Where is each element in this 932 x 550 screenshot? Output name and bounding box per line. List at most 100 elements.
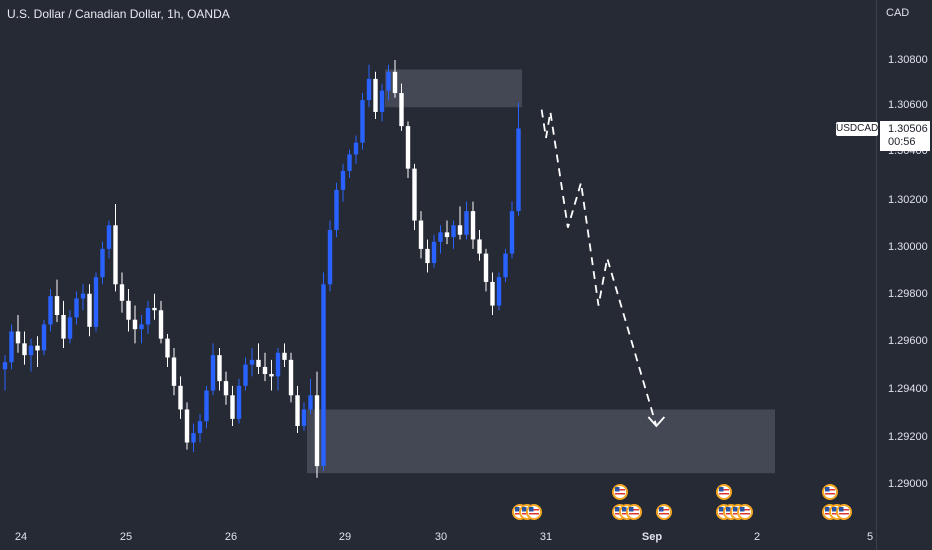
flag-stripe bbox=[615, 493, 625, 495]
flag-stripe bbox=[529, 513, 539, 515]
usd-event-icon bbox=[626, 504, 642, 520]
time-tick: 29 bbox=[338, 531, 352, 543]
time-tick: 5 bbox=[866, 531, 874, 543]
flag-stripe bbox=[740, 509, 750, 511]
candle bbox=[249, 348, 255, 377]
candle bbox=[496, 272, 502, 311]
candle-body bbox=[269, 374, 274, 377]
projection-layer bbox=[540, 109, 666, 428]
candle bbox=[22, 331, 27, 365]
candle bbox=[503, 248, 508, 282]
event-markers-layer bbox=[512, 484, 852, 520]
candle bbox=[386, 64, 391, 101]
candle-body bbox=[470, 211, 476, 240]
candle-body bbox=[119, 284, 125, 301]
candle bbox=[509, 201, 515, 259]
candle bbox=[308, 378, 313, 415]
candle-body bbox=[249, 359, 255, 365]
candle bbox=[2, 355, 8, 391]
candle-body bbox=[444, 232, 450, 238]
time-tick: 26 bbox=[224, 531, 238, 543]
candle bbox=[87, 284, 92, 337]
candle bbox=[399, 83, 404, 131]
candle bbox=[451, 220, 456, 249]
candle bbox=[158, 300, 164, 344]
usd-event-icon bbox=[716, 484, 732, 500]
flag-canton bbox=[615, 487, 620, 492]
flag-canton bbox=[515, 507, 520, 512]
candle-body bbox=[295, 395, 300, 426]
flag-stripe bbox=[615, 489, 625, 491]
time-tick: 31 bbox=[539, 531, 553, 543]
candle bbox=[464, 201, 469, 240]
candle bbox=[366, 64, 372, 108]
flag-stripe bbox=[719, 489, 729, 491]
candle bbox=[392, 60, 398, 98]
candle-body bbox=[379, 90, 385, 112]
candle bbox=[418, 211, 424, 259]
candle bbox=[347, 149, 352, 179]
candle-body bbox=[126, 300, 131, 320]
price-axis[interactable] bbox=[876, 0, 932, 550]
candle bbox=[431, 234, 437, 268]
candle-body bbox=[2, 362, 8, 370]
flag-canton bbox=[719, 487, 724, 492]
candle bbox=[119, 272, 125, 313]
candle-body bbox=[405, 126, 411, 169]
candle-body bbox=[321, 284, 326, 467]
usd-event-icon bbox=[737, 504, 753, 520]
time-tick: 25 bbox=[119, 531, 133, 543]
candle-body bbox=[243, 364, 248, 386]
candle bbox=[217, 348, 222, 391]
flag-canton bbox=[740, 507, 745, 512]
flag-canton bbox=[733, 507, 738, 512]
flag-canton bbox=[825, 487, 830, 492]
flag-stripe bbox=[825, 489, 835, 491]
price-tick: 1.29800 bbox=[888, 288, 928, 300]
price-tick: 1.29000 bbox=[888, 478, 928, 490]
candle-body bbox=[457, 225, 463, 235]
candle bbox=[256, 343, 261, 375]
currency-label: CAD bbox=[886, 7, 910, 19]
candle bbox=[457, 206, 463, 240]
candle bbox=[282, 343, 287, 367]
candle bbox=[165, 333, 170, 367]
candle-body bbox=[139, 324, 144, 330]
candle-body bbox=[451, 225, 456, 238]
candle-body bbox=[106, 225, 112, 249]
flag-canton bbox=[622, 507, 627, 512]
price-tick: 1.30600 bbox=[888, 99, 928, 111]
candle-body bbox=[503, 253, 508, 278]
flag-canton bbox=[719, 507, 724, 512]
candle bbox=[236, 378, 242, 424]
candle bbox=[438, 225, 443, 254]
candle bbox=[314, 371, 320, 478]
candle bbox=[223, 371, 229, 405]
candle bbox=[334, 182, 339, 238]
candle bbox=[197, 414, 203, 443]
candle-body bbox=[282, 352, 287, 360]
usd-event-icon bbox=[836, 504, 852, 520]
candle bbox=[288, 352, 294, 403]
candle-body bbox=[22, 343, 27, 356]
flag-stripe bbox=[839, 509, 849, 511]
candle-body bbox=[275, 352, 281, 377]
flag-stripe bbox=[659, 513, 669, 515]
flag-stripe bbox=[629, 513, 639, 515]
candle bbox=[204, 385, 209, 429]
candle bbox=[230, 385, 235, 426]
candle-body bbox=[256, 359, 261, 367]
candle bbox=[80, 284, 86, 311]
candle-body bbox=[48, 296, 53, 325]
candle bbox=[178, 376, 183, 419]
candle-body bbox=[184, 409, 190, 443]
candle bbox=[327, 220, 333, 292]
candle-body bbox=[236, 385, 242, 419]
candle bbox=[126, 289, 131, 332]
candle bbox=[15, 315, 21, 353]
candle bbox=[360, 93, 365, 150]
candle-body bbox=[230, 395, 235, 419]
usd-event-icon bbox=[822, 484, 838, 500]
bar-countdown: 00:56 bbox=[888, 136, 916, 148]
